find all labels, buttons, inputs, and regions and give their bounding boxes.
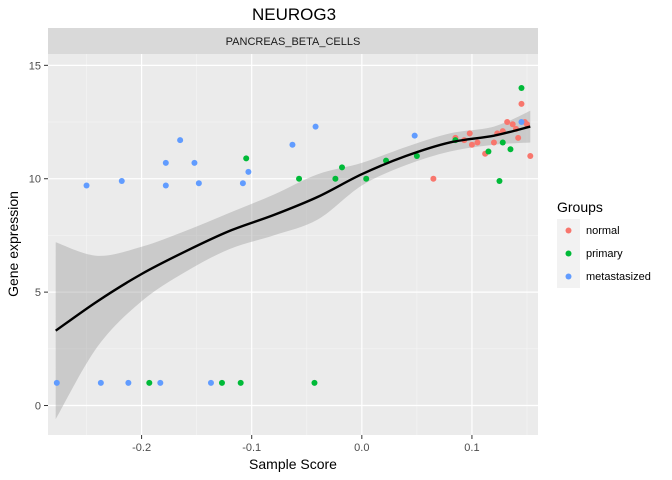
plot-panel (48, 54, 538, 435)
point-metastasized (289, 141, 296, 148)
point-primary (518, 85, 525, 92)
facet-strip (48, 28, 538, 54)
point-metastasized (53, 379, 60, 386)
legend-label-metastasized: metastasized (586, 271, 651, 283)
legend-label-primary: primary (586, 248, 623, 260)
facet-label: PANCREAS_BETA_CELLS (226, 36, 361, 48)
point-normal (518, 100, 525, 107)
x-tick-label: -0.1 (242, 442, 261, 454)
point-metastasized (125, 379, 132, 386)
point-primary (243, 155, 250, 162)
point-normal (474, 139, 481, 146)
chart-title: NEUROG3 (252, 5, 336, 24)
point-primary (363, 175, 370, 182)
confidence-ribbon-layer (55, 110, 531, 420)
point-primary (332, 175, 339, 182)
y-tick-label: 10 (29, 174, 41, 186)
x-tick-label: 0.0 (354, 442, 369, 454)
point-metastasized (177, 137, 184, 144)
point-primary (496, 178, 503, 184)
data-points-layer (53, 85, 534, 386)
y-tick-label: 15 (29, 60, 41, 72)
point-normal (430, 175, 437, 182)
smooth-fit-line (55, 125, 531, 332)
point-metastasized (162, 159, 169, 166)
point-primary (146, 379, 153, 386)
x-axis-label: Sample Score (249, 456, 337, 472)
point-primary (237, 379, 244, 386)
x-axis-ticks: -0.2 -0.1 0.0 0.1 (132, 435, 480, 454)
point-normal (504, 119, 511, 126)
x-tick-label: -0.2 (132, 442, 151, 454)
y-tick-label: 0 (35, 401, 41, 413)
point-metastasized (518, 119, 525, 126)
point-metastasized (97, 379, 104, 386)
point-primary (499, 139, 506, 146)
point-metastasized (312, 123, 319, 130)
point-normal (468, 141, 475, 148)
point-metastasized (162, 182, 169, 189)
point-metastasized (157, 379, 164, 386)
legend-symbol-normal (565, 227, 572, 234)
point-metastasized (195, 180, 202, 187)
point-metastasized (245, 168, 252, 175)
y-tick-label: 5 (35, 287, 41, 299)
point-metastasized (118, 178, 125, 184)
y-axis-label: Gene expression (5, 191, 21, 297)
legend-symbol-primary (565, 250, 572, 257)
point-primary (218, 379, 225, 386)
point-metastasized (83, 182, 90, 189)
point-primary (296, 175, 303, 182)
point-primary (413, 153, 420, 160)
point-metastasized (191, 159, 198, 166)
legend-label-normal: normal (586, 225, 620, 237)
point-normal (509, 121, 516, 128)
point-primary (485, 148, 492, 155)
point-normal (490, 139, 497, 146)
point-normal (466, 130, 473, 137)
point-normal (515, 134, 522, 141)
legend: Groups normal primary metastasized (557, 199, 651, 288)
x-tick-label: 0.1 (464, 442, 479, 454)
point-normal (527, 153, 534, 160)
point-metastasized (411, 132, 418, 139)
legend-symbol-metastasized (565, 273, 572, 280)
point-metastasized (207, 379, 214, 386)
y-axis-ticks: 0 5 10 15 (29, 60, 48, 413)
legend-title: Groups (557, 199, 603, 215)
point-primary (339, 164, 345, 171)
smooth-fit-layer (55, 125, 531, 332)
confidence-ribbon (55, 110, 531, 420)
point-metastasized (239, 180, 246, 187)
point-primary (507, 146, 514, 153)
grid-lines (48, 54, 538, 435)
point-primary (311, 379, 318, 386)
